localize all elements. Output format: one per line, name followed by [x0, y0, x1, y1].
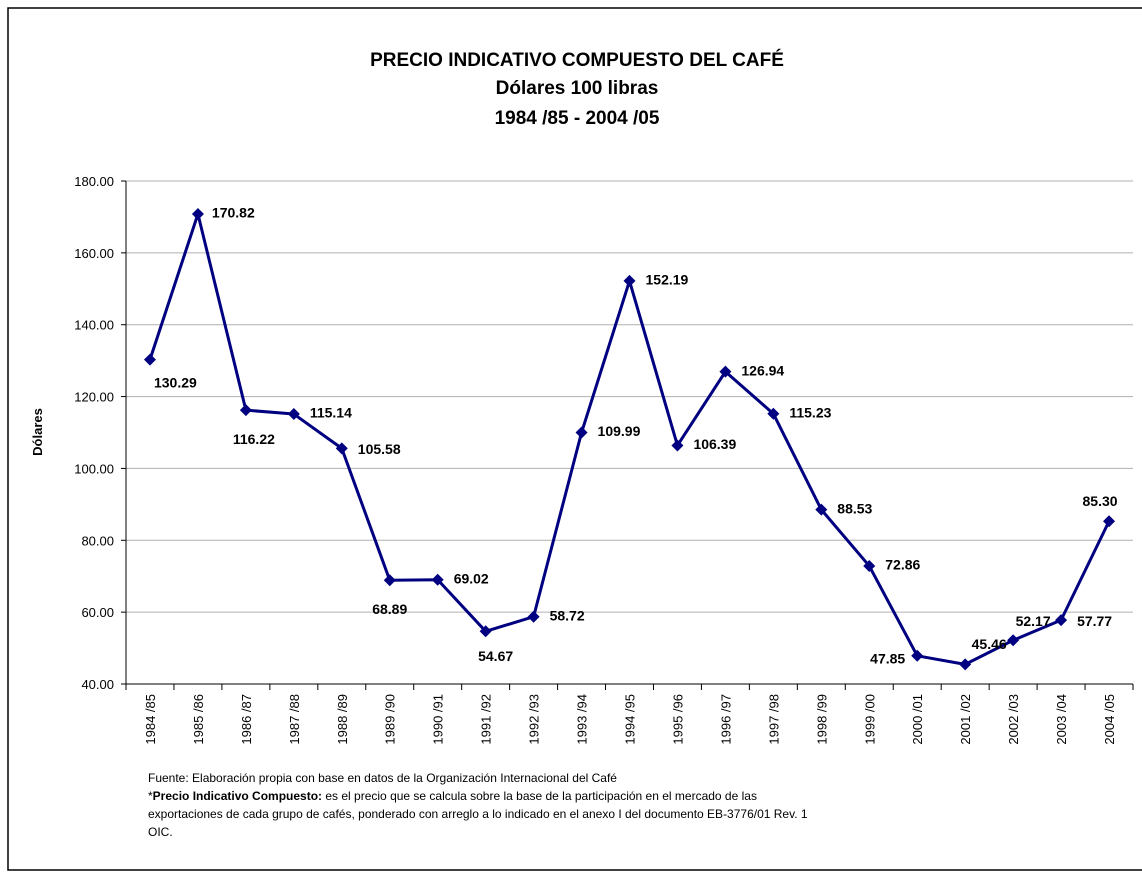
data-label: 109.99	[598, 423, 641, 439]
marker	[623, 274, 636, 287]
data-label: 88.53	[837, 500, 872, 516]
marker	[815, 503, 828, 516]
data-label: 126.94	[741, 362, 784, 378]
x-tick-label: 1995 /96	[670, 694, 685, 745]
x-tick-label: 1993 /94	[575, 694, 590, 745]
data-label: 58.72	[550, 607, 585, 623]
y-tick-label: 180.00	[74, 174, 114, 189]
marker	[527, 610, 540, 623]
y-tick-label: 140.00	[74, 318, 114, 333]
x-tick-label: 1997 /98	[766, 694, 781, 745]
marker	[383, 574, 396, 587]
data-label: 170.82	[212, 205, 255, 221]
x-tick-label: 2004 /05	[1102, 694, 1117, 745]
x-tick-label: 1988 /89	[335, 694, 350, 745]
marker	[1007, 634, 1020, 647]
marker	[719, 365, 732, 378]
y-tick-label: 60.00	[81, 605, 114, 620]
data-label: 152.19	[646, 272, 689, 288]
chart-subtitle: 1984 /85 - 2004 /05	[495, 108, 660, 129]
marker	[767, 407, 780, 420]
marker	[335, 442, 348, 455]
marker	[287, 408, 300, 421]
data-label: 52.17	[1016, 613, 1051, 629]
marker	[911, 649, 924, 662]
data-label: 116.22	[233, 431, 275, 447]
x-tick-label: 1996 /97	[718, 694, 733, 745]
footnote-text: exportaciones de cada grupo de cafés, po…	[148, 807, 808, 821]
marker	[671, 439, 684, 452]
data-label: 115.23	[789, 404, 831, 420]
x-tick-label: 1990 /91	[431, 694, 446, 745]
data-label: 72.86	[885, 557, 920, 573]
marker	[1103, 515, 1116, 528]
y-tick-label: 100.00	[74, 461, 114, 476]
chart-title: PRECIO INDICATIVO COMPUESTO DEL CAFÉ	[370, 49, 784, 71]
footnote-text: es el precio que se calcula sobre la bas…	[322, 789, 757, 803]
chart-border	[7, 7, 1142, 871]
data-label: 57.77	[1077, 613, 1112, 629]
footnote-term: Precio Indicativo Compuesto:	[153, 789, 322, 803]
data-label: 69.02	[454, 570, 489, 586]
x-tick-label: 1999 /00	[862, 694, 877, 745]
footnote-asterisk: *	[148, 789, 153, 803]
x-tick-label: 2003 /04	[1054, 694, 1069, 745]
data-label: 45.46	[972, 636, 1007, 652]
x-tick-label: 1985 /86	[191, 694, 206, 745]
marker	[239, 404, 252, 417]
x-tick-label: 1994 /95	[623, 694, 638, 745]
x-tick-label: 1984 /85	[143, 694, 158, 745]
y-axis-title: Dólares	[30, 408, 45, 456]
data-label: 115.14	[310, 405, 352, 421]
footnote-source: Fuente: Elaboración propia con base en d…	[148, 771, 617, 785]
marker	[959, 658, 972, 671]
x-tick-label: 2002 /03	[1006, 694, 1021, 745]
data-label: 105.58	[358, 441, 401, 457]
chart-subtitle: Dólares 100 libras	[496, 78, 659, 99]
x-tick-label: 1998 /99	[814, 694, 829, 745]
x-tick-label: 2001 /02	[958, 694, 973, 745]
y-tick-label: 80.00	[81, 533, 114, 548]
data-label: 130.29	[154, 374, 197, 390]
marker	[575, 426, 588, 439]
marker	[479, 625, 492, 638]
x-tick-label: 1991 /92	[479, 694, 494, 745]
y-tick-label: 40.00	[81, 677, 114, 692]
data-label: 54.67	[478, 648, 513, 664]
marker	[1055, 614, 1068, 627]
marker	[863, 559, 876, 572]
data-label: 106.39	[693, 436, 736, 452]
marker	[431, 573, 444, 586]
x-tick-label: 1989 /90	[383, 694, 398, 745]
x-tick-label: 1987 /88	[287, 694, 302, 745]
marker	[143, 353, 156, 366]
footnote-definition: *Precio Indicativo Compuesto: es el prec…	[148, 789, 757, 803]
data-label: 47.85	[870, 650, 905, 666]
y-tick-label: 120.00	[74, 390, 114, 405]
data-label: 85.30	[1083, 493, 1118, 509]
x-tick-label: 1986 /87	[239, 694, 254, 745]
y-tick-label: 160.00	[74, 246, 114, 261]
x-tick-label: 1992 /93	[527, 694, 542, 745]
marker	[191, 207, 204, 220]
x-tick-label: 2000 /01	[910, 694, 925, 745]
data-label: 68.89	[372, 601, 407, 617]
footnote-text: OIC.	[148, 825, 173, 839]
